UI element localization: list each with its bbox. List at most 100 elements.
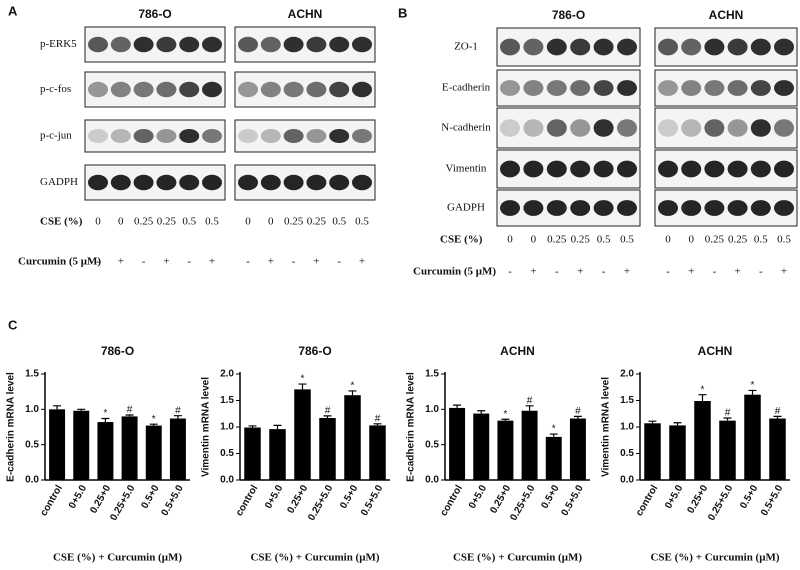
blot-box [84, 26, 226, 63]
blot-band [617, 200, 637, 216]
row-label: E-cadherin [442, 82, 491, 94]
blot-band [523, 38, 544, 56]
chart-title: 786-O [298, 344, 331, 358]
row-label: GADPH [40, 176, 78, 188]
error-bar [573, 415, 582, 419]
blot-band [704, 80, 725, 96]
bar [719, 420, 736, 480]
significance-mark: * [152, 414, 156, 425]
significance-mark: # [775, 406, 781, 417]
curcumin-value: + [530, 266, 536, 278]
curcumin-value: + [268, 256, 274, 268]
x-tick-label: 0.5+5.0 [759, 483, 786, 518]
blot-band [352, 81, 372, 98]
blot-band [329, 36, 350, 53]
chart-title: 786-O [101, 344, 134, 358]
cse-value: 0.5 [597, 234, 611, 246]
blot-band [88, 174, 108, 191]
blot-band [260, 36, 281, 53]
blot-box [496, 27, 641, 67]
blot-box [496, 189, 641, 227]
chart-title: ACHN [698, 344, 733, 358]
curcumin-value: - [187, 256, 191, 268]
blot-band [133, 81, 154, 98]
blot-band [774, 160, 794, 178]
curcumin-value: + [781, 266, 787, 278]
blot-band [523, 200, 544, 216]
blot-band [110, 36, 131, 53]
blot-band [704, 200, 725, 216]
error-bar [298, 383, 307, 390]
significance-mark: * [701, 384, 705, 395]
cse-value: 0.25 [547, 234, 567, 246]
x-tick-label: 0+5.0 [663, 483, 685, 511]
blot-band [681, 38, 702, 56]
blot-band [260, 174, 281, 191]
blot-band [238, 174, 258, 191]
significance-mark: # [575, 406, 581, 417]
cse-value: 0 [688, 234, 694, 246]
x-tick-label: 0+5.0 [467, 483, 489, 511]
significance-mark: * [103, 408, 107, 419]
y-tick-label: 0.0 [220, 475, 234, 486]
blot-band [658, 160, 678, 178]
blot-band [704, 38, 725, 56]
significance-mark: # [375, 413, 381, 424]
blot-band [133, 128, 154, 144]
curcumin-value: - [292, 256, 296, 268]
blot-band [110, 128, 131, 144]
error-bar [501, 418, 510, 421]
bar [644, 423, 661, 480]
blot-band [727, 80, 748, 96]
column-header: ACHN [288, 7, 323, 21]
blot-band [570, 200, 591, 216]
column-header: 786-O [552, 8, 585, 22]
significance-mark: * [351, 381, 355, 392]
x-tick-label: 0+5.0 [67, 483, 89, 511]
error-bar [348, 390, 357, 396]
blot-band [617, 80, 637, 96]
cse-value: 0.5 [182, 216, 196, 228]
blot-band [260, 128, 281, 144]
blot-band [133, 36, 154, 53]
blot-band [593, 80, 614, 96]
blot-band [238, 81, 258, 98]
x-tick-label: control [438, 483, 465, 518]
significance-mark: # [725, 408, 731, 419]
blot-band [593, 119, 614, 137]
error-bar [549, 433, 558, 437]
significance-mark: * [751, 380, 755, 391]
panel-label: A [8, 3, 18, 18]
x-tick-label: 0.5+5.0 [559, 483, 586, 518]
row-label: GADPH [447, 202, 485, 214]
blot-band [750, 119, 771, 137]
cse-value: 0.25 [157, 216, 177, 228]
cse-value: 0.5 [620, 234, 634, 246]
blot-band [283, 128, 304, 144]
row-label: p-c-jun [40, 130, 72, 142]
significance-mark: * [552, 424, 556, 435]
error-bar [273, 424, 282, 430]
blot-band [546, 38, 567, 56]
bar [294, 389, 311, 480]
x-axis-label: CSE (%) + Curcumin (μM) [53, 552, 182, 564]
y-tick-label: 0.0 [25, 475, 39, 486]
error-bar [125, 414, 134, 417]
y-axis-label: E-cadherin mRNA level [406, 372, 417, 482]
blot-band [202, 128, 222, 144]
blot-band [774, 200, 794, 216]
error-bar [525, 405, 534, 411]
error-bar [77, 408, 86, 411]
blot-band [306, 128, 327, 144]
blot-band [500, 38, 520, 56]
error-bar [373, 423, 382, 426]
blot-band [88, 128, 108, 144]
blot-band [658, 38, 678, 56]
blot-band [570, 160, 591, 178]
blot-band [329, 174, 350, 191]
blot-band [546, 80, 567, 96]
curcumin-value: - [96, 256, 100, 268]
cse-value: 0.5 [205, 216, 219, 228]
blot-box [84, 164, 226, 201]
blot-band [546, 160, 567, 178]
